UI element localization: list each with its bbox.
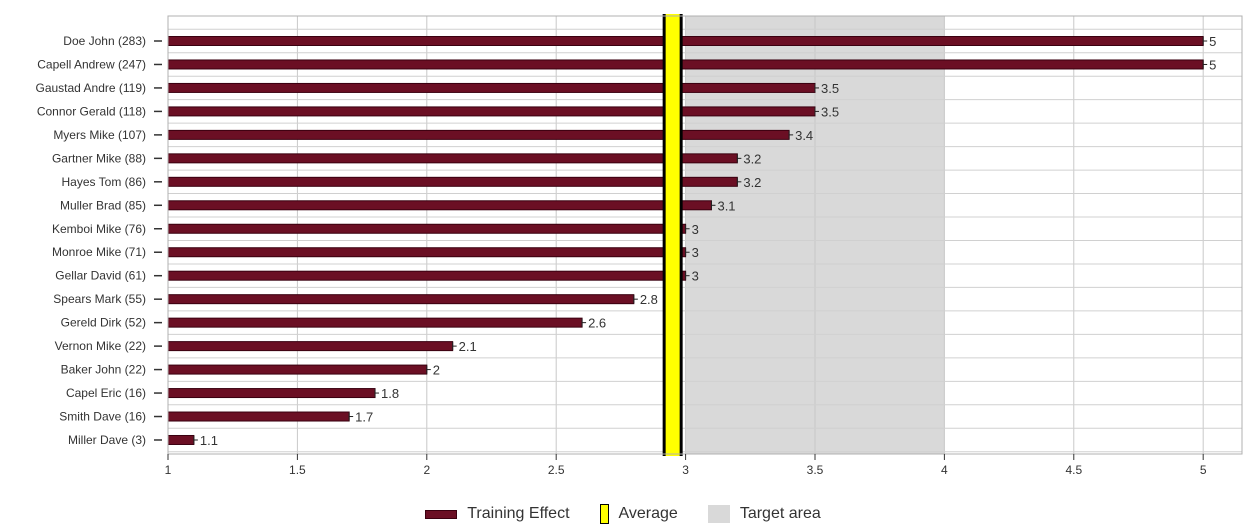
data-label-3: 3.5 <box>821 104 839 119</box>
category-label-7: Muller Brad (85) <box>60 198 146 212</box>
category-label-14: Baker John (22) <box>61 363 146 377</box>
category-label-6: Hayes Tom (86) <box>62 175 146 189</box>
average-line <box>665 14 680 456</box>
category-label-1: Capell Andrew (247) <box>37 57 146 71</box>
x-tick-label-1: 1.5 <box>289 463 306 477</box>
x-tick-label-5: 3.5 <box>807 463 824 477</box>
data-label-1: 5 <box>1209 57 1216 72</box>
bar-1 <box>167 59 1204 70</box>
bar-13 <box>167 341 454 352</box>
bar-16 <box>167 411 350 422</box>
bar-15 <box>167 388 376 399</box>
plot-frame <box>167 15 1243 455</box>
data-label-14: 2 <box>433 363 440 378</box>
average-layer <box>662 14 683 456</box>
bar-6 <box>167 176 738 187</box>
category-label-15: Capel Eric (16) <box>66 386 146 400</box>
axis-layer: 1 1.5 2 2.5 3 3.5 4 4.5 5 <box>154 15 1243 477</box>
legend-label-training-effect: Training Effect <box>467 505 570 522</box>
data-label-12: 2.6 <box>588 316 606 331</box>
legend-item-target-area: Target area <box>707 505 821 523</box>
x-tick-label-0: 1 <box>165 463 172 477</box>
legend-label-target-area: Target area <box>739 505 821 522</box>
data-label-7: 3.1 <box>717 198 735 213</box>
legend-swatch-training-effect <box>425 509 458 519</box>
bar-5 <box>167 153 738 164</box>
legend-swatch-target-area <box>707 505 730 523</box>
bar-7 <box>167 200 712 211</box>
category-label-5: Gartner Mike (88) <box>52 151 146 165</box>
category-label-8: Kemboi Mike (76) <box>52 222 146 236</box>
category-label-16: Smith Dave (16) <box>59 410 146 424</box>
x-tick-label-6: 4 <box>941 463 948 477</box>
category-label-3: Connor Gerald (118) <box>37 104 146 118</box>
data-label-4: 3.4 <box>795 128 813 143</box>
legend-swatch-average <box>599 504 609 524</box>
data-label-9: 3 <box>692 245 699 260</box>
data-label-17: 1.1 <box>200 433 218 448</box>
bar-17 <box>167 434 195 445</box>
x-tick-label-7: 4.5 <box>1065 463 1082 477</box>
category-label-17: Miller Dave (3) <box>68 433 146 447</box>
category-label-12: Gereld Dirk (52) <box>61 316 146 330</box>
data-label-16: 1.7 <box>355 410 373 425</box>
bar-9 <box>167 247 687 258</box>
bar-2 <box>167 82 816 93</box>
data-label-6: 3.2 <box>743 175 761 190</box>
legend-label-average: Average <box>618 505 678 522</box>
data-label-13: 2.1 <box>459 339 477 354</box>
category-label-9: Monroe Mike (71) <box>52 245 146 259</box>
category-label-10: Gellar David (61) <box>55 269 146 283</box>
data-label-10: 3 <box>692 269 699 284</box>
bar-10 <box>167 270 687 281</box>
legend-item-average: Average <box>599 504 678 524</box>
data-label-8: 3 <box>692 222 699 237</box>
bar-4 <box>167 129 790 140</box>
bar-12 <box>167 317 583 328</box>
x-tick-label-4: 3 <box>682 463 689 477</box>
bar-8 <box>167 223 687 234</box>
data-label-0: 5 <box>1209 34 1216 49</box>
label-layer: 5 Doe John (283) 5 Capell Andrew (247) 3.5 Ga… <box>35 34 1216 448</box>
category-label-2: Gaustad Andre (119) <box>35 81 146 95</box>
category-label-11: Spears Mark (55) <box>53 292 146 306</box>
bar-14 <box>167 364 428 375</box>
bar-0 <box>167 36 1204 46</box>
category-label-0: Doe John (283) <box>63 34 146 48</box>
bar-11 <box>167 294 635 305</box>
data-label-15: 1.8 <box>381 386 399 401</box>
x-tick-label-8: 5 <box>1200 463 1207 477</box>
legend-item-training-effect: Training Effect <box>425 505 570 523</box>
x-tick-label-3: 2.5 <box>548 463 565 477</box>
x-tick-label-2: 2 <box>423 463 430 477</box>
data-label-11: 2.8 <box>640 292 658 307</box>
category-label-13: Vernon Mike (22) <box>55 339 146 353</box>
data-label-5: 3.2 <box>743 151 761 166</box>
category-label-4: Myers Mike (107) <box>53 128 146 142</box>
data-label-2: 3.5 <box>821 81 839 96</box>
bar-3 <box>167 106 816 117</box>
chart-legend: Training Effect Average Target area <box>0 503 1246 525</box>
